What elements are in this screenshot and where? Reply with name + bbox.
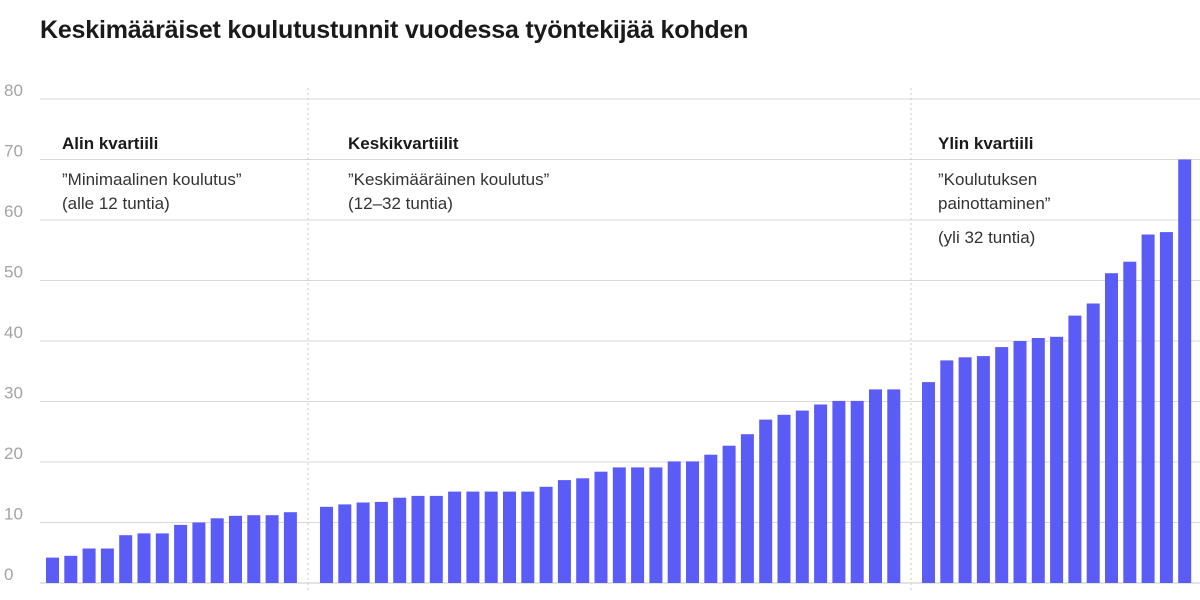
bar <box>46 557 59 583</box>
bar <box>887 389 901 583</box>
group-extra-top: (yli 32 tuntia) <box>938 228 1036 247</box>
bar <box>576 478 590 583</box>
group-desc-line2: (12–32 tuntia) <box>348 194 453 213</box>
bar <box>922 382 935 583</box>
bar <box>283 512 297 583</box>
bar <box>100 548 114 583</box>
y-tick-label: 50 <box>4 263 23 282</box>
group-desc-line1: ”Minimaalinen koulutus” <box>62 170 242 189</box>
bar <box>429 495 443 583</box>
bar <box>795 410 809 583</box>
bar <box>958 357 972 583</box>
bar <box>521 491 535 583</box>
bar <box>247 515 261 583</box>
bar <box>1105 273 1118 583</box>
bar <box>832 400 846 583</box>
bar <box>612 467 626 583</box>
bar <box>1123 261 1137 583</box>
bar <box>265 515 279 583</box>
group-desc-line1: ”Koulutuksen <box>938 170 1038 189</box>
bar <box>484 491 498 583</box>
bar <box>976 356 990 583</box>
bar <box>594 471 608 583</box>
group-heading-lowest: Alin kvartiili <box>62 134 159 153</box>
group-desc-line2: (alle 12 tuntia) <box>62 194 170 213</box>
bar <box>940 360 954 583</box>
y-tick-label: 30 <box>4 384 23 403</box>
bar <box>1031 338 1045 583</box>
bar <box>374 501 388 583</box>
bar <box>649 467 663 583</box>
bar <box>869 389 882 583</box>
y-tick-label: 70 <box>4 142 23 161</box>
bar <box>64 555 78 583</box>
bar <box>1013 341 1027 583</box>
bar <box>192 522 206 583</box>
bar <box>137 533 151 583</box>
bar <box>667 461 681 583</box>
bar <box>210 518 224 583</box>
bar <box>448 491 462 583</box>
y-tick-label: 80 <box>4 81 23 100</box>
y-tick-label: 0 <box>4 565 13 584</box>
bar <box>539 486 553 583</box>
group-heading-middle: Keskikvartiilit <box>348 134 459 153</box>
bar <box>174 524 188 583</box>
bar <box>320 506 333 583</box>
bar <box>503 491 516 583</box>
y-tick-label: 10 <box>4 505 23 524</box>
group-desc-line2: painottaminen” <box>938 194 1051 213</box>
bar <box>814 404 828 583</box>
y-tick-label: 60 <box>4 202 23 221</box>
group-heading-top: Ylin kvartiili <box>938 134 1034 153</box>
bar <box>704 454 718 583</box>
bar <box>686 461 699 583</box>
bar <box>466 491 480 583</box>
bar <box>1086 303 1100 583</box>
group-desc-line1: ”Keskimääräinen koulutus” <box>348 170 550 189</box>
bar <box>557 480 571 583</box>
bar <box>1141 234 1155 583</box>
bar <box>740 434 754 583</box>
bar <box>82 548 96 583</box>
bar <box>722 445 736 583</box>
bar <box>1159 232 1173 583</box>
chart-title: Keskimääräiset koulutustunnit vuodessa t… <box>40 16 749 44</box>
bar <box>759 419 773 583</box>
y-tick-label: 40 <box>4 323 23 342</box>
bar <box>1050 336 1064 583</box>
bar <box>229 515 242 583</box>
bar <box>411 495 425 583</box>
bar <box>119 535 133 583</box>
bar <box>155 533 169 583</box>
bar <box>777 414 791 583</box>
group-desc-middle: ”Keskimääräinen koulutus” (12–32 tuntia) <box>348 168 549 216</box>
bar <box>1068 315 1082 583</box>
bar <box>631 467 645 583</box>
group-desc-lowest: ”Minimaalinen koulutus” (alle 12 tuntia) <box>62 168 242 216</box>
bar <box>356 502 370 583</box>
bar <box>1178 159 1192 583</box>
bar <box>338 504 352 583</box>
group-desc-top: ”Koulutuksen painottaminen” <box>938 168 1050 216</box>
bar <box>850 400 864 583</box>
bar <box>995 347 1009 583</box>
bar <box>393 497 407 583</box>
y-tick-label: 20 <box>4 444 23 463</box>
